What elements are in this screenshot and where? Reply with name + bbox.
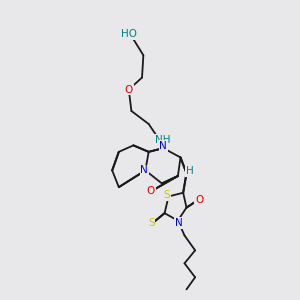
Text: S: S	[148, 218, 154, 229]
Text: N: N	[159, 141, 167, 151]
Text: N: N	[175, 218, 183, 228]
Text: O: O	[195, 195, 204, 205]
Text: NH: NH	[154, 135, 170, 145]
Text: N: N	[140, 165, 148, 176]
Text: O: O	[147, 186, 155, 196]
Text: H: H	[186, 166, 194, 176]
Text: S: S	[163, 190, 170, 200]
Text: HO: HO	[121, 29, 137, 39]
Text: O: O	[124, 85, 133, 94]
